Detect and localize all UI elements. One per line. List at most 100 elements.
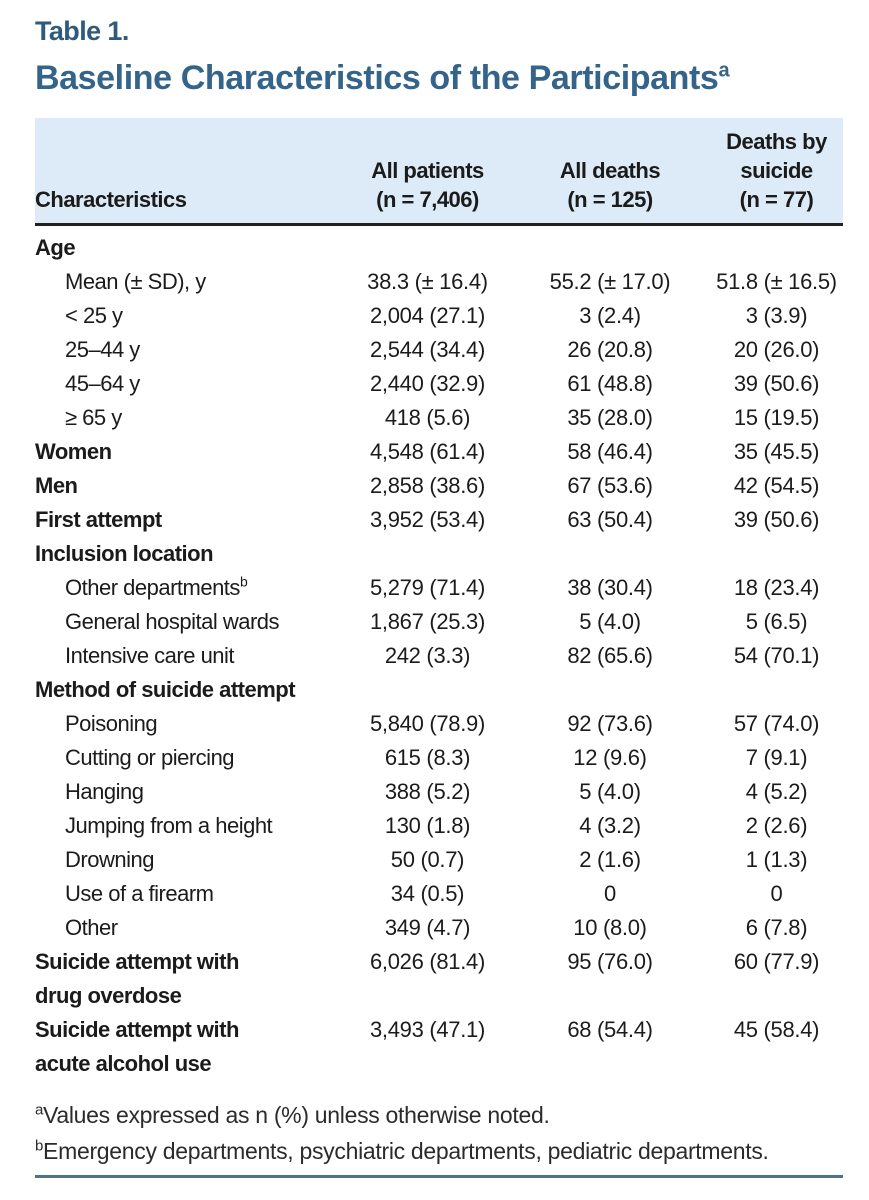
footnote-text: Emergency departments, psychiatric depar… — [43, 1138, 769, 1164]
row-label: < 25 y — [65, 303, 123, 328]
table-row: Suicide attempt with drug overdose 6,026 … — [35, 945, 843, 1013]
cell-value: 12 (9.6) — [573, 745, 647, 770]
cell-value: 2 (2.6) — [745, 813, 808, 838]
cell-value: 1 (1.3) — [745, 847, 808, 872]
cell-value — [510, 673, 710, 707]
cell-value: 57 (74.0) — [733, 711, 820, 736]
cell-value: 242 (3.3) — [384, 643, 471, 668]
cell-value: 60 (77.9) — [733, 949, 820, 974]
cell-value: 5 (6.5) — [745, 609, 808, 634]
cell-value: 349 (4.7) — [384, 915, 471, 940]
cell-value: 63 (50.4) — [567, 507, 653, 532]
table-row: Poisoning 5,840 (78.9) 92 (73.6) 57 (74.0) — [35, 707, 843, 741]
cell-value: 10 (8.0) — [573, 915, 647, 940]
table-row: < 25 y 2,004 (27.1) 3 (2.4) 3 (3.9) — [35, 299, 843, 333]
title-footnote-marker: a — [718, 59, 730, 82]
cell-value: 1,867 (25.3) — [369, 609, 486, 634]
footnotes: aValues expressed as n (%) unless otherw… — [35, 1097, 843, 1178]
table-header: Characteristics All patients (n = 7,406) A… — [35, 118, 843, 226]
cell-value: 5 (4.0) — [579, 779, 641, 804]
cell-value — [710, 673, 843, 707]
cell-value: 18 (23.4) — [733, 575, 820, 600]
cell-value: 39 (50.6) — [733, 507, 820, 532]
table-row: Hanging 388 (5.2) 5 (4.0) 4 (5.2) — [35, 775, 843, 809]
cell-value: 38 (30.4) — [567, 575, 653, 600]
footnote: bEmergency departments, psychiatric depa… — [35, 1133, 843, 1169]
footnote-marker: b — [35, 1137, 44, 1155]
table-row: Use of a firearm 34 (0.5) 0 0 — [35, 877, 843, 911]
row-label: Other departmentsb — [65, 573, 248, 600]
cell-value: 3,493 (47.1) — [369, 1017, 486, 1042]
cell-value: 39 (50.6) — [733, 371, 820, 396]
cell-value — [345, 537, 510, 571]
footnote-text: Values expressed as n (%) unless otherwi… — [43, 1102, 550, 1128]
cell-value — [345, 673, 510, 707]
row-label: Use of a firearm — [65, 881, 214, 906]
table-row: Intensive care unit 242 (3.3) 82 (65.6) 54 … — [35, 639, 843, 673]
cell-value — [510, 225, 710, 266]
table-row: Jumping from a height 130 (1.8) 4 (3.2) 2 (… — [35, 809, 843, 843]
column-header: All patients (n = 7,406) — [345, 118, 510, 226]
row-label: Men — [35, 473, 78, 498]
cell-value: 2,004 (27.1) — [369, 303, 486, 328]
row-label: Other — [65, 915, 118, 940]
row-label: Drowning — [65, 847, 154, 872]
cell-value: 5,840 (78.9) — [369, 711, 486, 736]
row-label: Suicide attempt with acute alcohol use — [35, 1017, 239, 1076]
table-row: Women 4,548 (61.4) 58 (46.4) 35 (45.5) — [35, 435, 843, 469]
cell-value: 15 (19.5) — [733, 405, 820, 430]
table-row: Inclusion location — [35, 537, 843, 571]
table-row: 25–44 y 2,544 (34.4) 26 (20.8) 20 (26.0) — [35, 333, 843, 367]
table-row: Method of suicide attempt — [35, 673, 843, 707]
cell-value: 6,026 (81.4) — [369, 949, 486, 974]
page-title-text: Baseline Characteristics of the Particip… — [35, 59, 719, 97]
cell-value: 388 (5.2) — [384, 779, 471, 804]
cell-value: 67 (53.6) — [567, 473, 653, 498]
column-header: Characteristics — [35, 118, 345, 226]
cell-value: 92 (73.6) — [567, 711, 653, 736]
column-header: All deaths (n = 125) — [510, 118, 710, 226]
row-label: Intensive care unit — [65, 643, 235, 668]
row-label: 25–44 y — [65, 337, 140, 362]
cell-value: 2,858 (38.6) — [369, 473, 486, 498]
table-row: Other 349 (4.7) 10 (8.0) 6 (7.8) — [35, 911, 843, 945]
row-label: Women — [35, 439, 112, 464]
cell-value: 7 (9.1) — [745, 745, 808, 770]
cell-value — [345, 225, 510, 266]
cell-value — [510, 537, 710, 571]
table-row: 45–64 y 2,440 (32.9) 61 (48.8) 39 (50.6) — [35, 367, 843, 401]
cell-value: 130 (1.8) — [384, 813, 471, 838]
page-title: Baseline Characteristics of the Particip… — [35, 59, 843, 98]
row-label: Inclusion location — [35, 541, 214, 566]
cell-value — [710, 225, 843, 266]
cell-value: 95 (76.0) — [567, 949, 653, 974]
cell-value: 34 (0.5) — [390, 881, 465, 906]
cell-value: 4,548 (61.4) — [369, 439, 486, 464]
row-label: 45–64 y — [65, 371, 140, 396]
cell-value — [710, 537, 843, 571]
cell-value: 61 (48.8) — [567, 371, 653, 396]
cell-value: 58 (46.4) — [567, 439, 653, 464]
row-label: Mean (± SD), y — [65, 269, 206, 294]
cell-value: 615 (8.3) — [384, 745, 471, 770]
cell-value: 4 (5.2) — [745, 779, 808, 804]
table-row: Other departmentsb 5,279 (71.4) 38 (30.4) 1… — [35, 571, 843, 605]
cell-value: 20 (26.0) — [733, 337, 820, 362]
cell-value: 2,440 (32.9) — [369, 371, 486, 396]
cell-value: 3 (2.4) — [579, 303, 641, 328]
row-label: First attempt — [35, 507, 162, 532]
table-row: Age — [35, 225, 843, 266]
row-label: Method of suicide attempt — [35, 677, 296, 702]
baseline-characteristics-table: Characteristics All patients (n = 7,406) A… — [35, 118, 843, 1081]
cell-value: 55.2 (± 17.0) — [549, 269, 671, 294]
cell-value: 26 (20.8) — [567, 337, 653, 362]
table-row: General hospital wards 1,867 (25.3) 5 (4.0… — [35, 605, 843, 639]
cell-value: 4 (3.2) — [579, 813, 641, 838]
row-label: Poisoning — [65, 711, 158, 736]
row-label: Hanging — [65, 779, 144, 804]
row-label: ≥ 65 y — [65, 405, 122, 430]
cell-value: 3,952 (53.4) — [369, 507, 486, 532]
row-label: Cutting or piercing — [65, 745, 235, 770]
cell-value: 35 (28.0) — [567, 405, 653, 430]
